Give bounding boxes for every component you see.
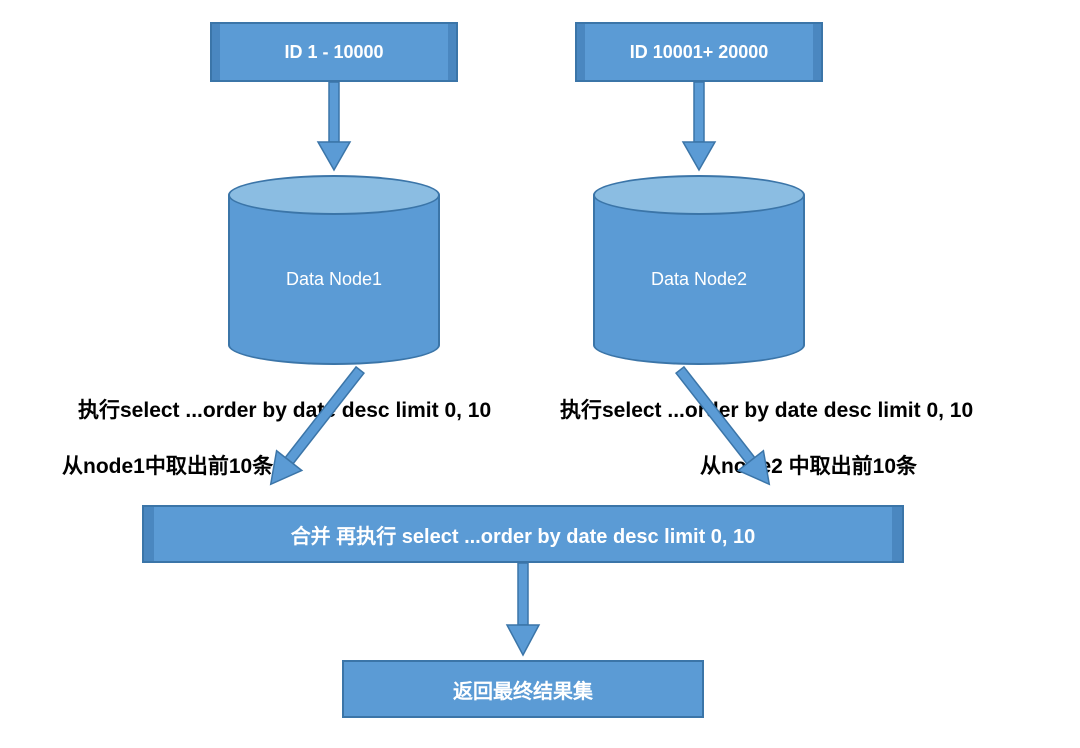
- data-node2-cylinder: Data Node2: [593, 175, 805, 365]
- id-range-right: ID 10001+ 20000: [575, 22, 823, 82]
- arrow-id-to-node1: [318, 82, 350, 172]
- data-node1-cylinder: Data Node1: [228, 175, 440, 365]
- arrow-node2-to-merge: [540, 370, 700, 510]
- merge-step: 合并 再执行 select ...order by date desc limi…: [142, 505, 904, 563]
- id-range-left: ID 1 - 10000: [210, 22, 458, 82]
- arrow-node1-to-merge: [340, 370, 500, 510]
- merge-step-label: 合并 再执行 select ...order by date desc limi…: [291, 520, 756, 549]
- note-label-left: 从node1中取出前10条: [62, 450, 273, 480]
- result-step: 返回最终结果集: [342, 660, 704, 718]
- note-label-right: 从node2 中取出前10条: [700, 450, 917, 480]
- arrow-id-to-node2: [683, 82, 715, 172]
- id-range-right-label: ID 10001+ 20000: [630, 42, 769, 63]
- id-range-left-label: ID 1 - 10000: [284, 42, 383, 63]
- data-node2-label: Data Node2: [651, 269, 747, 290]
- data-node1-label: Data Node1: [286, 269, 382, 290]
- result-step-label: 返回最终结果集: [453, 675, 593, 704]
- arrow-merge-to-result: [507, 563, 539, 658]
